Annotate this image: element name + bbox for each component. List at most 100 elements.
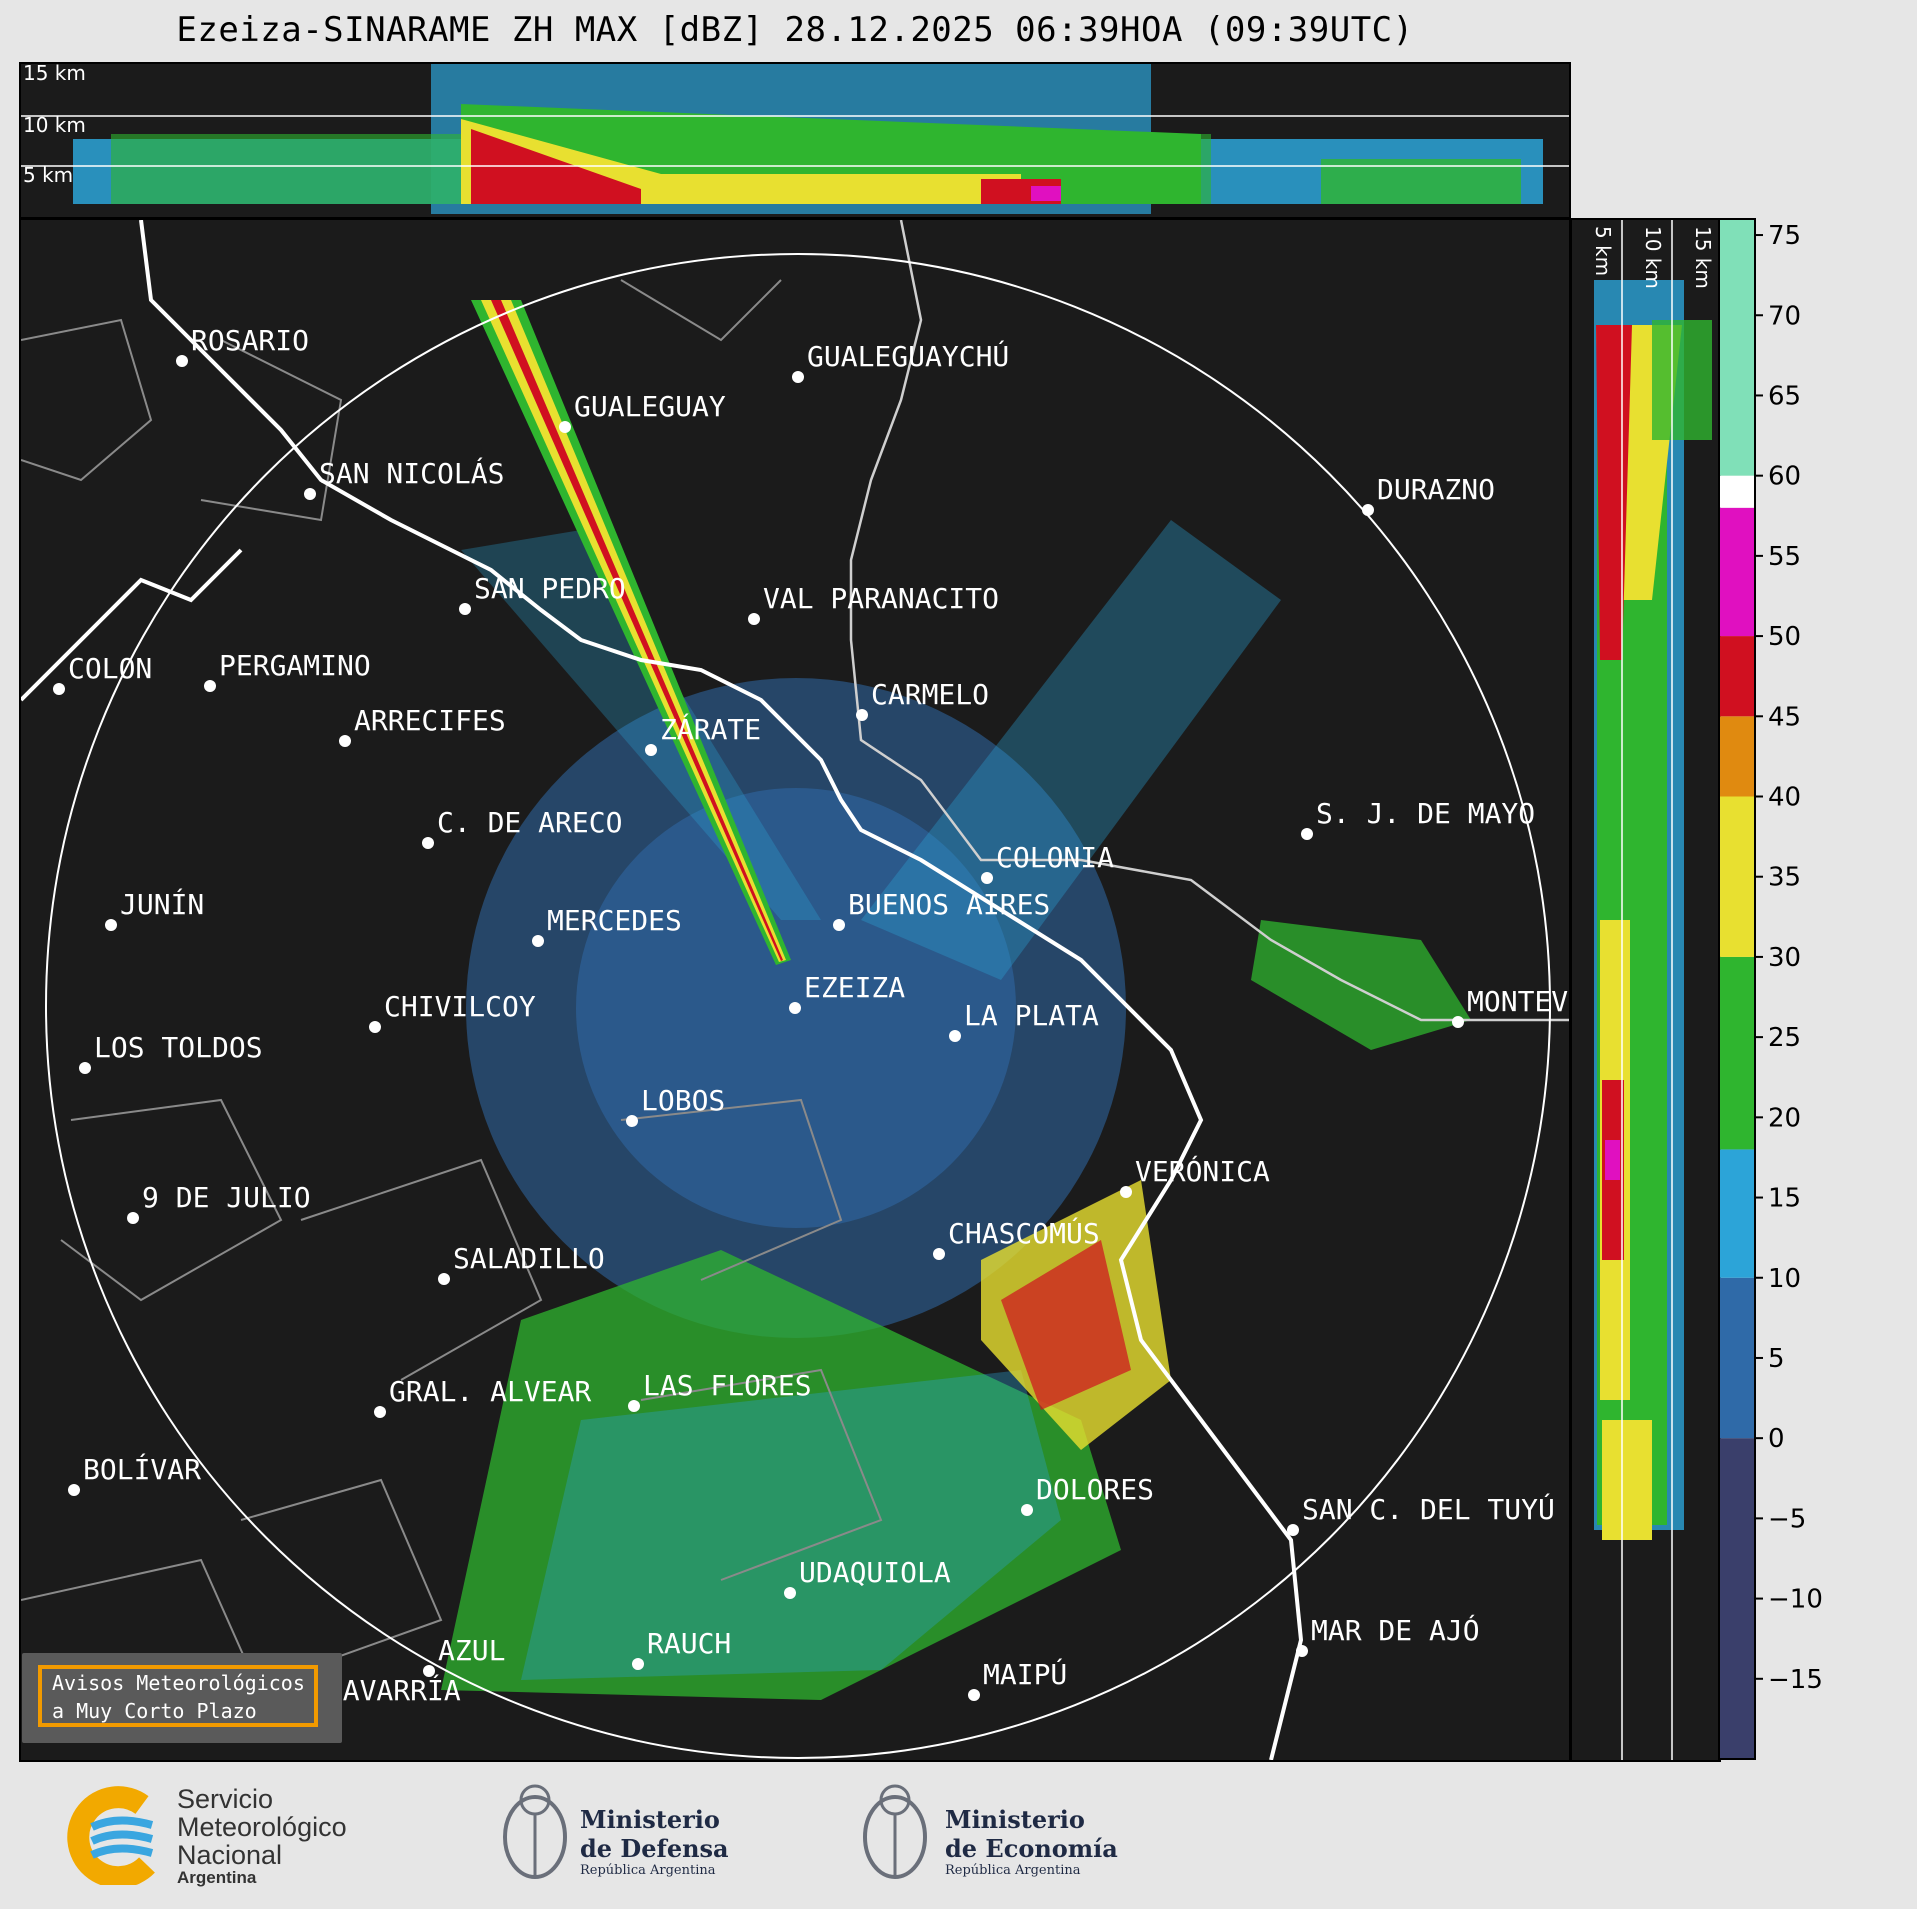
city-label-junin: JUNÍN xyxy=(120,887,204,921)
city-marker xyxy=(53,683,65,695)
city-label-gral-alvear: GRAL. ALVEAR xyxy=(389,1375,591,1408)
colorbar-tick-label: −10 xyxy=(1768,1585,1823,1615)
city-marker xyxy=(748,613,760,625)
city-marker xyxy=(304,488,316,500)
colorbar-frame xyxy=(1718,218,1756,1760)
smn-logo-icon xyxy=(67,1786,155,1885)
colorbar-tick-label: 35 xyxy=(1768,863,1801,893)
city-marker xyxy=(628,1400,640,1412)
map-title: Ezeiza-SINARAME ZH MAX [dBZ] 28.12.2025 … xyxy=(176,10,1414,50)
colorbar-band xyxy=(1719,636,1755,717)
economia-logo: Ministerio de Economía República Argenti… xyxy=(855,1775,1135,1895)
city-marker xyxy=(532,935,544,947)
city-label-durazno: DURAZNO xyxy=(1377,473,1495,506)
top-height-label-10: 10 km xyxy=(23,113,86,137)
city-marker xyxy=(127,1212,139,1224)
city-marker xyxy=(1120,1186,1132,1198)
city-marker xyxy=(789,1002,801,1014)
radar-map-panel: ROSARIO GUALEGUAYCHÚ GUALEGUAY SAN NICOL… xyxy=(19,218,1571,1762)
city-marker xyxy=(176,355,188,367)
city-label-mar-de-ajo: MAR DE AJÓ xyxy=(1311,1613,1480,1647)
city-marker xyxy=(1296,1645,1308,1657)
defensa-line-1: Ministerio xyxy=(580,1805,720,1834)
city-label-ezeiza: EZEIZA xyxy=(804,971,905,1004)
colorbar-tick-label: 70 xyxy=(1768,301,1801,331)
city-marker xyxy=(933,1248,945,1260)
city-label-arrecifes: ARRECIFES xyxy=(354,704,506,737)
city-marker xyxy=(784,1587,796,1599)
city-marker xyxy=(369,1021,381,1033)
smn-line-1: Servicio xyxy=(177,1784,274,1814)
city-label-zarate: ZÁRATE xyxy=(660,712,761,746)
colorbar-band xyxy=(1719,507,1755,637)
colorbar-band xyxy=(1719,1149,1755,1278)
city-marker xyxy=(79,1062,91,1074)
colorbar-tick-label: 30 xyxy=(1768,943,1801,973)
city-label-c-de-areco: C. DE ARECO xyxy=(437,806,622,839)
coat-of-arms-icon xyxy=(503,1784,567,1879)
city-label-carmelo: CARMELO xyxy=(871,678,989,711)
range-ring xyxy=(45,253,1551,1759)
colorbar-tick-label: 55 xyxy=(1768,542,1801,572)
smn-logo: Servicio Meteorológico Nacional Argentin… xyxy=(57,1784,387,1887)
colorbar-band xyxy=(1719,716,1755,797)
colorbar-tick-label: 5 xyxy=(1768,1344,1785,1374)
city-label-udaquiola: UDAQUIOLA xyxy=(799,1556,951,1589)
colorbar-tick-label: −15 xyxy=(1768,1665,1823,1695)
economia-line-2: de Economía xyxy=(945,1834,1118,1863)
city-label-san-nicolas: SAN NICOLÁS xyxy=(319,456,504,490)
city-marker xyxy=(626,1115,638,1127)
colorbar-tick-label: 45 xyxy=(1768,702,1801,732)
side-height-label-10: 10 km xyxy=(1641,226,1665,289)
economia-line-3: República Argentina xyxy=(945,1863,1081,1878)
city-label-las-flores: LAS FLORES xyxy=(643,1369,812,1402)
colorbar-band xyxy=(1719,1277,1755,1439)
colorbar-tick-label: 75 xyxy=(1768,221,1801,251)
city-label-saladillo: SALADILLO xyxy=(453,1242,605,1275)
colorbar-band xyxy=(1719,1438,1755,1759)
city-label-mercedes: MERCEDES xyxy=(547,904,682,937)
city-label-buenos-aires: BUENOS AIRES xyxy=(848,888,1050,921)
city-marker xyxy=(1021,1504,1033,1516)
city-marker xyxy=(422,837,434,849)
city-marker xyxy=(856,709,868,721)
city-label-colonia: COLONIA xyxy=(996,841,1114,874)
city-label-maipu: MAIPÚ xyxy=(983,1657,1067,1691)
colorbar-tick-label: 20 xyxy=(1768,1103,1801,1133)
city-marker xyxy=(1362,504,1374,516)
city-label-azul: AZUL xyxy=(438,1634,505,1667)
city-label-gualeguay: GUALEGUAY xyxy=(574,390,726,423)
city-marker xyxy=(438,1273,450,1285)
defensa-logo: Ministerio de Defensa República Argentin… xyxy=(495,1775,755,1895)
city-label-colon: COLON xyxy=(68,652,152,685)
radar-echo-field xyxy=(441,300,1471,1700)
colorbar-scale xyxy=(1719,219,1755,1759)
city-label-9-de-julio: 9 DE JULIO xyxy=(142,1181,311,1214)
city-marker xyxy=(1452,1016,1464,1028)
smn-line-2: Meteorológico xyxy=(177,1812,347,1842)
colorbar-band xyxy=(1719,219,1755,476)
radar-map: ROSARIO GUALEGUAYCHÚ GUALEGUAY SAN NICOL… xyxy=(21,220,1569,1760)
city-marker xyxy=(1301,828,1313,840)
coastline xyxy=(21,220,1304,1760)
city-label-sj-de-mayo: S. J. DE MAYO xyxy=(1316,797,1535,830)
city-marker xyxy=(632,1658,644,1670)
colorbar-tick-label: 65 xyxy=(1768,381,1801,411)
warning-box: Avisos Meteorológicos a Muy Corto Plazo xyxy=(22,1653,342,1743)
colorbar-band xyxy=(1719,956,1755,1150)
city-label-dolores: DOLORES xyxy=(1036,1473,1154,1506)
side-height-label-15: 15 km xyxy=(1691,226,1715,289)
defensa-line-3: República Argentina xyxy=(580,1863,716,1878)
colorbar-tick-label: −5 xyxy=(1768,1504,1806,1534)
city-marker xyxy=(792,371,804,383)
coat-of-arms-icon xyxy=(863,1784,927,1879)
colorbar-tick-label: 60 xyxy=(1768,462,1801,492)
city-marker xyxy=(645,744,657,756)
side-cross-section-plot: 5 km 10 km 15 km xyxy=(1591,220,1715,1760)
city-marker xyxy=(559,421,571,433)
uruguay-coast xyxy=(849,220,1569,1022)
colorbar-tick-label: 15 xyxy=(1768,1184,1801,1214)
city-label-montev: MONTEV xyxy=(1467,985,1568,1018)
warning-box-text: Avisos Meteorológicos a Muy Corto Plazo xyxy=(38,1665,318,1727)
